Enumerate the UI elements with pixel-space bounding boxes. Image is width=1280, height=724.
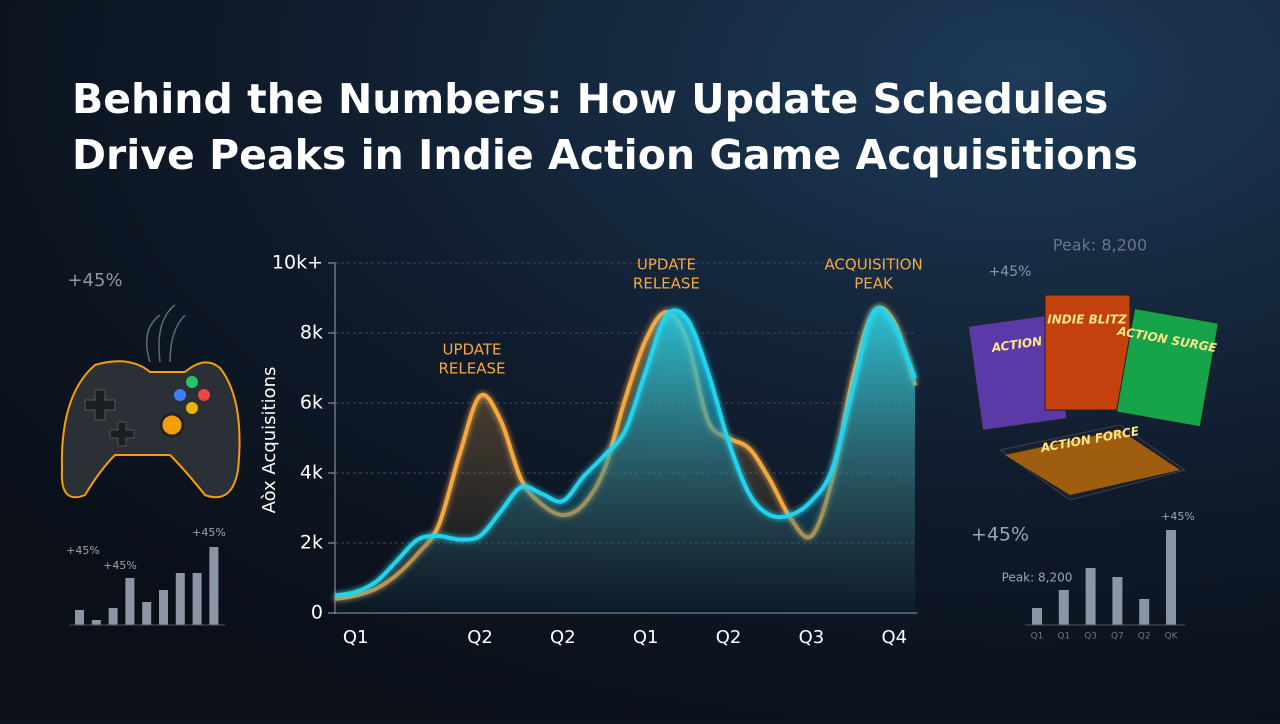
y-axis-label: Aòx Acquisitions: [259, 367, 280, 514]
chart: Aòx Acquisitions 0 2k 4k 6k 8k 10k+ Q1 Q2 Q2 Q1 Q2…: [259, 252, 923, 649]
mini-label: +45%: [66, 544, 100, 557]
x-tick-label: Q1: [633, 627, 659, 648]
mini-label: Q7: [1111, 632, 1124, 642]
title-line: Drive Peaks in Indie Action Game Acquisi…: [72, 131, 1138, 179]
mini-label: Q1: [1057, 632, 1070, 642]
mini-bar: [91, 620, 101, 625]
annotation: UPDATE: [442, 341, 501, 359]
x-tick-label: Q2: [550, 627, 576, 648]
x-tick-label: Q2: [467, 627, 493, 648]
mini-bar: [1032, 608, 1042, 625]
mini-label: +45%: [192, 526, 226, 539]
mini-bar: [159, 590, 168, 625]
box-title: INDIE BLITZ: [1047, 313, 1127, 327]
x-tick-label: Q2: [716, 627, 742, 648]
mini-bar: [192, 573, 202, 625]
mini-label: Q2: [1138, 632, 1151, 642]
x-tick-label: Q3: [799, 627, 825, 648]
y-tick-label: 6k: [300, 392, 323, 414]
y-tick-label: 2k: [300, 532, 323, 554]
annotation: ACQUISITION: [824, 256, 922, 274]
peak-label: Peak: 8,200: [1053, 236, 1147, 255]
y-tick-label: 4k: [300, 462, 323, 484]
x-tick-label: Q1: [343, 627, 369, 648]
peak-label: Peak: 8,200: [1002, 571, 1073, 585]
mini-bar: [108, 608, 118, 625]
game-boxes: [967, 294, 1219, 501]
title: Behind the Numbers: How Update Schedules…: [72, 75, 1138, 179]
mini-bar: [175, 573, 185, 625]
mini-bar: [125, 578, 135, 625]
annotation: PEAK: [854, 275, 894, 293]
mini-bar: [1058, 590, 1069, 625]
y-tick-label: 0: [311, 602, 323, 624]
badge: +45%: [67, 270, 122, 291]
y-tick-label: 8k: [300, 322, 323, 344]
badge: +45%: [971, 524, 1029, 546]
mini-bar: [1085, 568, 1096, 625]
badge: +45%: [1161, 510, 1195, 523]
title-line: Behind the Numbers: How Update Schedules: [72, 75, 1108, 123]
badge: +45%: [989, 264, 1032, 280]
annotation: RELEASE: [439, 360, 506, 378]
annotation: UPDATE: [637, 256, 696, 274]
x-tick-label: Q4: [881, 627, 907, 648]
mini-bar: [75, 610, 84, 625]
mini-bar: [1166, 530, 1176, 625]
mini-bar: [1139, 599, 1150, 625]
mini-label: Q3: [1084, 632, 1097, 642]
line: [334, 306, 917, 598]
mini-label: QK: [1165, 632, 1179, 642]
controller-icon: [60, 304, 241, 499]
mini-bar: [142, 602, 152, 625]
mini-label: Q1: [1031, 632, 1044, 642]
annotation: RELEASE: [633, 275, 700, 293]
mini-bar: [1112, 577, 1123, 625]
y-tick-label: 10k+: [272, 252, 323, 274]
left-widget: +45% +45%+45%+45%: [66, 270, 226, 626]
mini-bar: [209, 547, 219, 625]
mini-label: +45%: [103, 559, 137, 572]
